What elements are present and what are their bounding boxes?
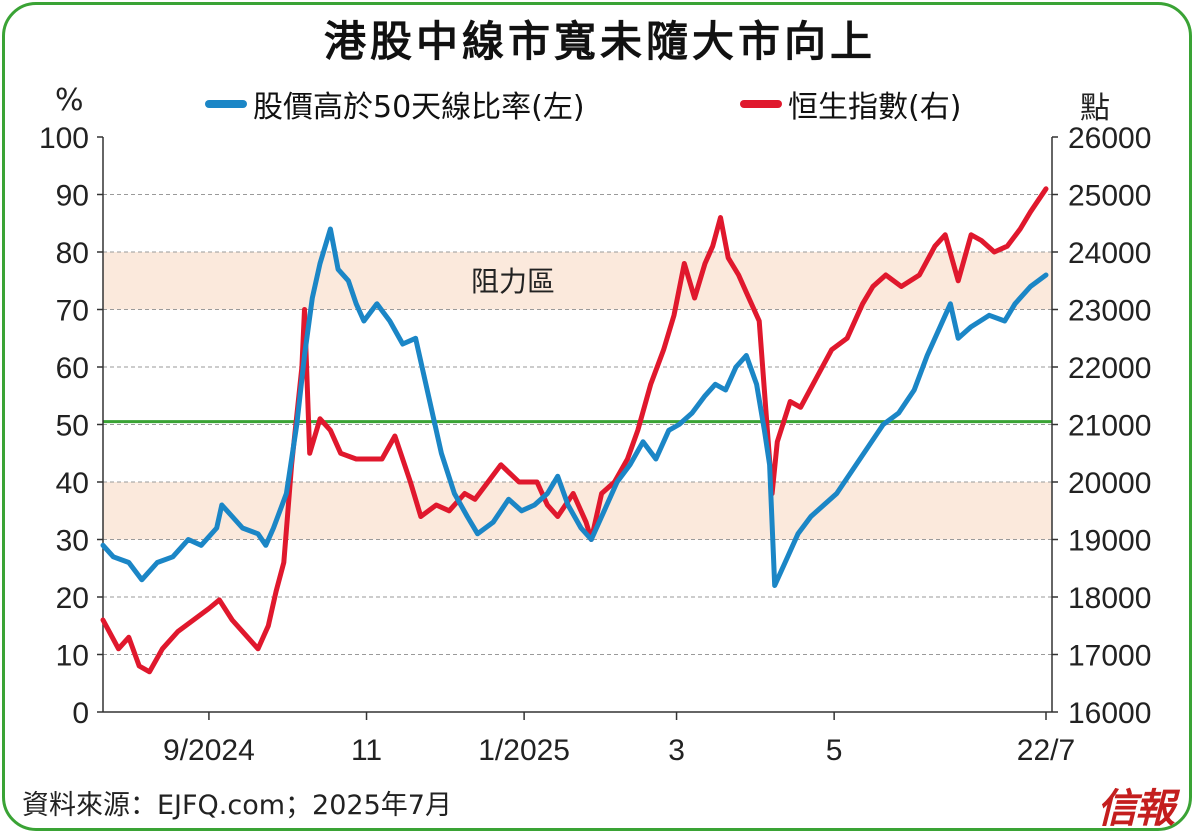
right-tick-label: 22000 <box>1068 352 1151 385</box>
x-tick-label: 3 <box>668 734 685 767</box>
band-label: 阻力區 <box>471 266 555 297</box>
legend-label-breadth: 股價高於50天線比率(左) <box>253 90 585 125</box>
legend-item-breadth: 股價高於50天線比率(左) <box>205 82 585 126</box>
left-tick-label: 0 <box>72 697 89 730</box>
left-tick-label: 10 <box>56 640 89 673</box>
left-tick-label: 70 <box>56 295 89 328</box>
right-tick-label: 16000 <box>1068 697 1151 730</box>
right-tick-label: 19000 <box>1068 525 1151 558</box>
left-tick-label: 90 <box>56 180 89 213</box>
left-tick-label: 100 <box>39 122 89 155</box>
resistance-band-1 <box>103 482 1052 540</box>
legend-item-hsi: 恒生指數(右) <box>740 82 961 126</box>
series-line-breadth <box>100 226 1049 588</box>
chart-title: 港股中線市寬未隨大市向上 <box>323 17 876 66</box>
right-axis-unit: 點 <box>1080 91 1110 126</box>
left-axis-unit: % <box>55 83 84 118</box>
series-line-hsi <box>100 186 1049 675</box>
x-tick-label: 5 <box>826 734 843 767</box>
right-tick-label: 20000 <box>1068 467 1151 500</box>
x-tick-label: 1/2025 <box>478 734 570 767</box>
left-tick-label: 20 <box>56 582 89 615</box>
left-tick-label: 80 <box>56 237 89 270</box>
right-tick-label: 18000 <box>1068 582 1151 615</box>
right-tick-label: 21000 <box>1068 410 1151 443</box>
x-tick-label: 9/2024 <box>163 734 255 767</box>
right-tick-label: 26000 <box>1068 122 1151 155</box>
right-tick-label: 25000 <box>1068 180 1151 213</box>
right-tick-label: 24000 <box>1068 237 1151 270</box>
x-tick-label: 22/7 <box>1017 734 1075 767</box>
left-tick-label: 60 <box>56 352 89 385</box>
legend-swatch-red <box>740 100 782 108</box>
publisher-logo: 信報 <box>1097 785 1175 832</box>
left-tick-label: 40 <box>56 467 89 500</box>
left-tick-label: 50 <box>56 410 89 443</box>
left-tick-label: 30 <box>56 525 89 558</box>
legend-label-hsi: 恒生指數(右) <box>788 90 962 125</box>
legend-swatch-blue <box>205 100 247 108</box>
x-tick-label: 11 <box>351 734 382 767</box>
right-tick-label: 23000 <box>1068 295 1151 328</box>
source-note: 資料來源：EJFQ.com；2025年7月 <box>22 790 452 821</box>
right-tick-label: 17000 <box>1068 640 1151 673</box>
